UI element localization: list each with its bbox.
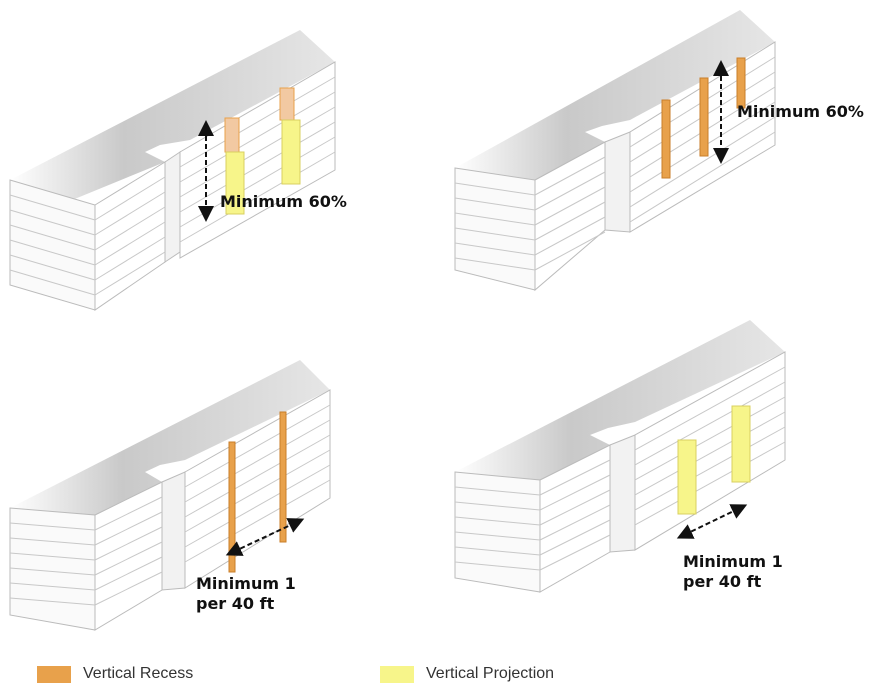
vertical-recess-3 bbox=[736, 57, 746, 109]
requirement-label: Minimum 1 per 40 ft bbox=[683, 552, 783, 591]
vertical-projection-1 bbox=[677, 439, 697, 515]
vertical-recess-1 bbox=[224, 117, 240, 153]
vertical-recess-2 bbox=[279, 411, 287, 543]
legend-projection-label: Vertical Projection bbox=[426, 665, 555, 682]
requirement-label: Minimum 1 per 40 ft bbox=[196, 574, 296, 613]
requirement-label: Minimum 60% bbox=[737, 102, 864, 121]
projection-swatch bbox=[380, 665, 414, 683]
recess-swatch bbox=[37, 665, 71, 683]
building-massing-top-right bbox=[454, 10, 776, 292]
diagram-panel-bottom-right: Minimum 1 per 40 ft bbox=[440, 300, 871, 640]
vertical-projection-1 bbox=[225, 151, 245, 215]
diagram-panel-bottom-left: Minimum 1 per 40 ft bbox=[0, 330, 430, 650]
building-massing-bottom-left bbox=[9, 360, 331, 631]
legend-recess-label: Vertical Recess bbox=[83, 665, 194, 682]
diagram-panel-top-left: Minimum 60% bbox=[0, 0, 430, 320]
vertical-projection-2 bbox=[731, 405, 751, 483]
vertical-recess-1 bbox=[661, 99, 671, 179]
building-massing-top-left bbox=[9, 30, 336, 311]
vertical-projection-2 bbox=[281, 119, 301, 185]
vertical-recess-1 bbox=[228, 441, 236, 573]
legend-recess: Vertical Recess bbox=[37, 665, 193, 683]
requirement-label: Minimum 60% bbox=[220, 192, 347, 211]
vertical-recess-2 bbox=[699, 77, 709, 157]
diagram-panel-top-right: Minimum 60% bbox=[440, 0, 871, 320]
building-massing-bottom-right bbox=[454, 320, 786, 593]
dimension-arrow-horizontal bbox=[225, 518, 305, 556]
legend-projection: Vertical Projection bbox=[380, 665, 554, 683]
vertical-recess-2 bbox=[279, 87, 295, 121]
dimension-arrow-horizontal bbox=[676, 504, 748, 539]
